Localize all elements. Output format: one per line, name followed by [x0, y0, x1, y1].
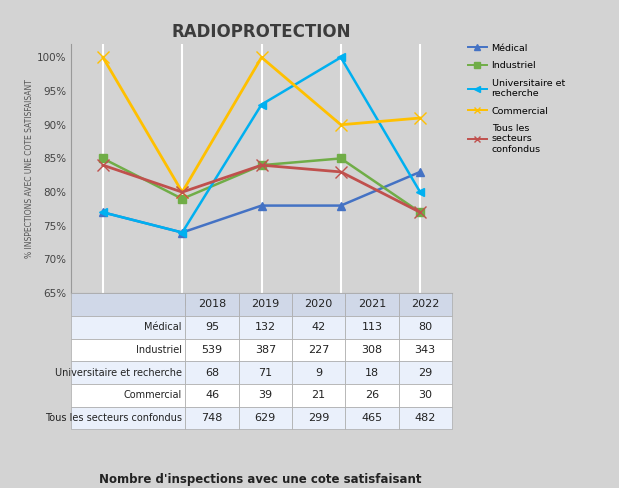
Text: 18: 18 [365, 367, 379, 378]
FancyBboxPatch shape [292, 384, 345, 407]
Text: 132: 132 [255, 322, 276, 332]
Text: Tous les secteurs confondus: Tous les secteurs confondus [45, 413, 181, 423]
FancyBboxPatch shape [345, 384, 399, 407]
FancyBboxPatch shape [71, 384, 186, 407]
Text: 9: 9 [315, 367, 322, 378]
FancyBboxPatch shape [292, 293, 345, 316]
FancyBboxPatch shape [292, 361, 345, 384]
FancyBboxPatch shape [71, 361, 186, 384]
FancyBboxPatch shape [345, 293, 399, 316]
FancyBboxPatch shape [399, 293, 452, 316]
FancyBboxPatch shape [239, 384, 292, 407]
Text: 2020: 2020 [305, 300, 333, 309]
FancyBboxPatch shape [71, 293, 186, 316]
FancyBboxPatch shape [292, 316, 345, 339]
Text: 629: 629 [254, 413, 276, 423]
Text: Médical: Médical [144, 322, 181, 332]
FancyBboxPatch shape [345, 407, 399, 429]
FancyBboxPatch shape [292, 339, 345, 361]
Text: 482: 482 [415, 413, 436, 423]
Y-axis label: % INSPECTIONS AVEC UNE COTE SATISFAISANT: % INSPECTIONS AVEC UNE COTE SATISFAISANT [25, 79, 34, 258]
FancyBboxPatch shape [186, 384, 239, 407]
Text: Industriel: Industriel [136, 345, 181, 355]
Text: 227: 227 [308, 345, 329, 355]
FancyBboxPatch shape [71, 339, 186, 361]
FancyBboxPatch shape [186, 316, 239, 339]
Text: 80: 80 [418, 322, 432, 332]
FancyBboxPatch shape [345, 339, 399, 361]
Text: 68: 68 [205, 367, 219, 378]
Text: 299: 299 [308, 413, 329, 423]
Text: 2022: 2022 [411, 300, 439, 309]
FancyBboxPatch shape [345, 316, 399, 339]
Text: 748: 748 [201, 413, 223, 423]
FancyBboxPatch shape [239, 339, 292, 361]
FancyBboxPatch shape [399, 316, 452, 339]
FancyBboxPatch shape [71, 407, 186, 429]
Text: 2018: 2018 [198, 300, 226, 309]
Text: 2019: 2019 [251, 300, 279, 309]
Text: 2021: 2021 [358, 300, 386, 309]
Text: Nombre d'inspections avec une cote satisfaisant: Nombre d'inspections avec une cote satis… [98, 473, 422, 486]
FancyBboxPatch shape [399, 361, 452, 384]
Text: 465: 465 [361, 413, 383, 423]
Text: 539: 539 [201, 345, 223, 355]
FancyBboxPatch shape [71, 316, 186, 339]
FancyBboxPatch shape [399, 339, 452, 361]
FancyBboxPatch shape [292, 407, 345, 429]
Text: 29: 29 [418, 367, 432, 378]
Text: 387: 387 [254, 345, 276, 355]
FancyBboxPatch shape [239, 407, 292, 429]
FancyBboxPatch shape [399, 384, 452, 407]
FancyBboxPatch shape [239, 316, 292, 339]
Text: 71: 71 [258, 367, 272, 378]
Text: 30: 30 [418, 390, 432, 400]
Text: 39: 39 [258, 390, 272, 400]
Text: 308: 308 [361, 345, 383, 355]
FancyBboxPatch shape [399, 407, 452, 429]
Title: RADIOPROTECTION: RADIOPROTECTION [172, 23, 351, 41]
Legend: Médical, Industriel, Universitaire et
recherche, Commercial, Tous les
secteurs
c: Médical, Industriel, Universitaire et re… [468, 43, 565, 154]
Text: Universitaire et recherche: Universitaire et recherche [54, 367, 181, 378]
FancyBboxPatch shape [186, 339, 239, 361]
FancyBboxPatch shape [186, 407, 239, 429]
Text: 95: 95 [205, 322, 219, 332]
Text: 343: 343 [415, 345, 436, 355]
Text: 42: 42 [311, 322, 326, 332]
Text: 46: 46 [205, 390, 219, 400]
Text: 26: 26 [365, 390, 379, 400]
Text: Commercial: Commercial [123, 390, 181, 400]
FancyBboxPatch shape [186, 293, 239, 316]
Text: 21: 21 [311, 390, 326, 400]
FancyBboxPatch shape [186, 361, 239, 384]
Text: 113: 113 [361, 322, 383, 332]
FancyBboxPatch shape [239, 361, 292, 384]
FancyBboxPatch shape [239, 293, 292, 316]
FancyBboxPatch shape [345, 361, 399, 384]
